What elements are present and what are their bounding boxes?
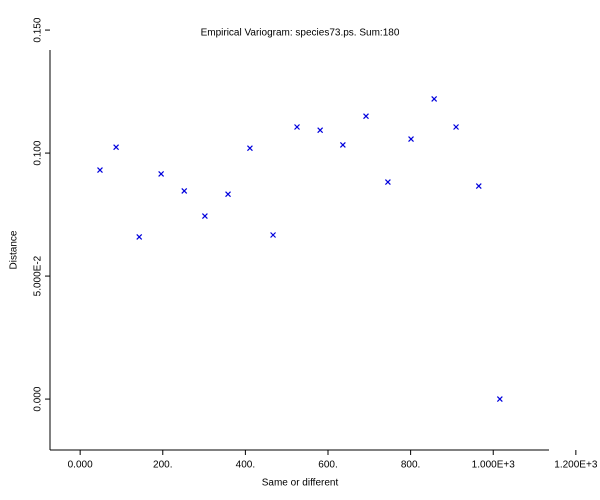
- point: [453, 124, 459, 130]
- point: [181, 188, 188, 194]
- x-tick-label: 1.000E+3: [472, 460, 516, 471]
- y-axis-label: Distance: [9, 230, 20, 269]
- x-tick-label: 1.200E+3: [554, 460, 598, 471]
- y-tick-label: 0.000: [33, 386, 44, 411]
- point: [408, 136, 414, 142]
- point: [270, 232, 276, 238]
- y-tick-label: 0.150: [33, 17, 44, 42]
- chart-title: Empirical Variogram: species73.ps. Sum:1…: [201, 28, 400, 39]
- x-tick-label: 200.: [153, 460, 172, 471]
- point: [97, 167, 103, 173]
- x-tick-label: 0.000: [68, 460, 93, 471]
- point: [496, 396, 503, 403]
- x-tick-label: 400.: [236, 460, 255, 471]
- point: [113, 144, 120, 151]
- point: [384, 179, 391, 186]
- point: [475, 183, 482, 189]
- x-tick-label: 600.: [318, 460, 337, 471]
- point: [317, 127, 324, 134]
- x-axis-label: Same or different: [262, 478, 339, 489]
- point: [158, 171, 165, 177]
- point: [247, 145, 253, 152]
- point: [136, 234, 143, 240]
- x-tick-label: 800.: [401, 460, 420, 471]
- point: [363, 113, 369, 120]
- y-tick-label: 5.000E-2: [33, 255, 44, 296]
- point: [201, 213, 208, 219]
- point: [431, 96, 438, 102]
- point: [225, 191, 231, 198]
- point: [294, 124, 300, 130]
- y-tick-label: 0.100: [33, 140, 44, 165]
- point: [339, 142, 346, 148]
